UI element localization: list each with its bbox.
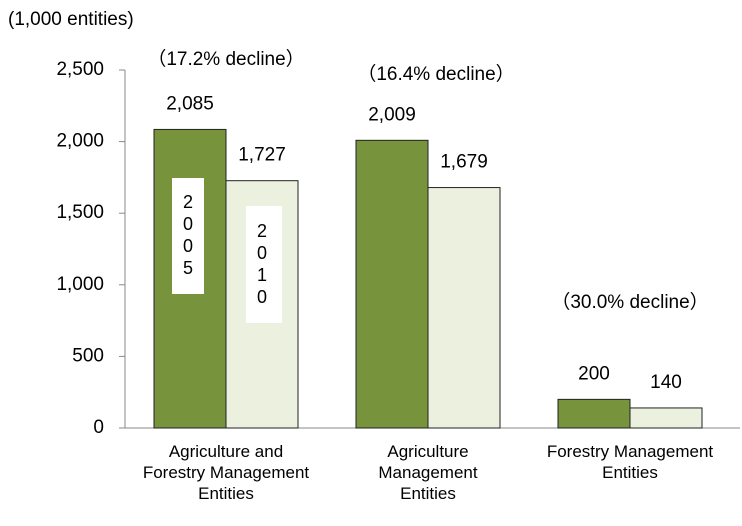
value-label: 200 xyxy=(578,363,610,384)
bar xyxy=(629,407,703,429)
bar xyxy=(355,139,429,429)
value-label: 140 xyxy=(650,372,682,393)
y-tick-label: 500 xyxy=(72,345,104,366)
x-tick-label: Forestry Management Entities xyxy=(546,442,714,482)
y-tick-label: 2,000 xyxy=(56,131,104,152)
legend-label: 2005 xyxy=(172,178,204,294)
x-tick-label: Agriculture Management Entities xyxy=(378,442,478,503)
value-label: 1,727 xyxy=(238,145,286,166)
value-label: 2,085 xyxy=(166,93,214,114)
bar xyxy=(427,187,501,429)
value-label: 1,679 xyxy=(440,152,488,173)
y-axis-unit: (1,000 entities) xyxy=(8,9,134,30)
y-tick-label: 2,500 xyxy=(56,59,104,80)
value-label: 2,009 xyxy=(368,104,416,125)
bar xyxy=(557,398,631,429)
y-tick-label: 0 xyxy=(93,417,104,438)
annotation: （17.2% decline） xyxy=(147,48,304,70)
x-tick-label: Agriculture and Forestry Management Enti… xyxy=(142,442,310,503)
y-tick-label: 1,500 xyxy=(56,202,104,223)
legend-label: 2010 xyxy=(246,206,282,323)
y-tick-label: 1,000 xyxy=(56,274,104,295)
annotation: （16.4% decline） xyxy=(357,63,514,85)
annotation: （30.0% decline） xyxy=(551,291,708,313)
